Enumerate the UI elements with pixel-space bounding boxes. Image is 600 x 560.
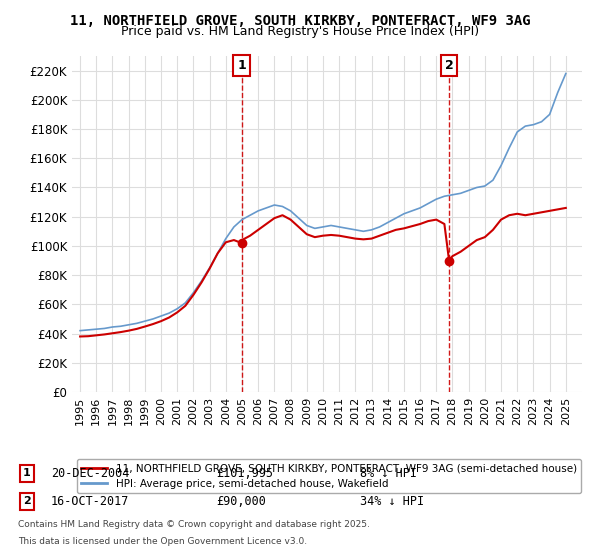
Text: 20-DEC-2004: 20-DEC-2004 xyxy=(51,466,130,480)
Legend: 11, NORTHFIELD GROVE, SOUTH KIRKBY, PONTEFRACT, WF9 3AG (semi-detached house), H: 11, NORTHFIELD GROVE, SOUTH KIRKBY, PONT… xyxy=(77,459,581,493)
Text: 16-OCT-2017: 16-OCT-2017 xyxy=(51,494,130,508)
Text: 1: 1 xyxy=(23,468,31,478)
Text: Price paid vs. HM Land Registry's House Price Index (HPI): Price paid vs. HM Land Registry's House … xyxy=(121,25,479,38)
Text: 1: 1 xyxy=(237,59,246,72)
Text: 2: 2 xyxy=(445,59,454,72)
Text: 8% ↓ HPI: 8% ↓ HPI xyxy=(360,466,417,480)
Text: 34% ↓ HPI: 34% ↓ HPI xyxy=(360,494,424,508)
Text: 2: 2 xyxy=(23,496,31,506)
Text: This data is licensed under the Open Government Licence v3.0.: This data is licensed under the Open Gov… xyxy=(18,537,307,546)
Text: £101,995: £101,995 xyxy=(216,466,273,480)
Text: £90,000: £90,000 xyxy=(216,494,266,508)
Text: 11, NORTHFIELD GROVE, SOUTH KIRKBY, PONTEFRACT, WF9 3AG: 11, NORTHFIELD GROVE, SOUTH KIRKBY, PONT… xyxy=(70,14,530,28)
Text: Contains HM Land Registry data © Crown copyright and database right 2025.: Contains HM Land Registry data © Crown c… xyxy=(18,520,370,529)
